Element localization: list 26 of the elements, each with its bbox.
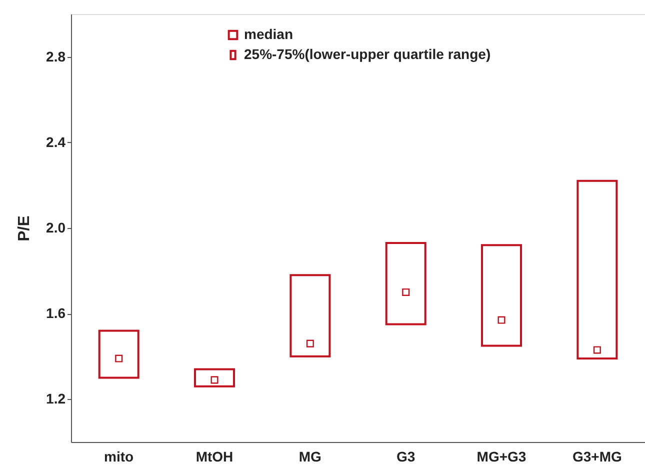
point	[593, 346, 601, 354]
y-tick-label: 1.6	[46, 305, 66, 322]
bar	[385, 242, 426, 326]
y-tick-label: 2.8	[46, 48, 66, 64]
x-tick-label: MG	[298, 448, 322, 464]
bar	[194, 368, 235, 388]
y-axis-title: P/E	[16, 215, 34, 242]
bar	[290, 274, 331, 358]
x-tick-label: G3	[396, 448, 416, 464]
x-tick-label: MtOH	[196, 448, 234, 464]
bar	[481, 244, 522, 347]
point	[210, 376, 218, 384]
x-tick-label: MG+G3	[476, 448, 526, 464]
y-tick-label: 2.4	[46, 134, 66, 150]
point	[306, 340, 314, 348]
point	[498, 316, 506, 324]
bar	[98, 330, 140, 379]
bar	[576, 180, 618, 360]
y-tick-label: 1.2	[46, 390, 66, 407]
x-tick-label: mito	[104, 448, 134, 464]
legend-label: 25%-75%(lower-upper quartile range)	[244, 46, 491, 62]
x-tick-label: G3+MG	[572, 448, 622, 464]
point	[115, 354, 123, 362]
y-tick-label: 2.0	[46, 220, 66, 236]
point	[402, 288, 410, 296]
legend-label: median	[244, 26, 294, 42]
